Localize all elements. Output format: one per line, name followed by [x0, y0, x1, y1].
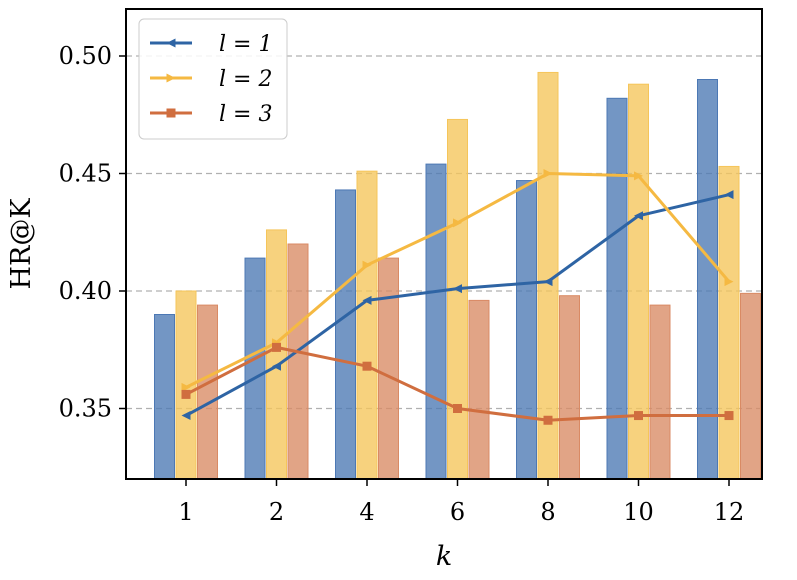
y-tick-label: 0.35 — [59, 395, 112, 423]
legend-label: l = 2 — [219, 67, 272, 92]
bar — [425, 163, 447, 480]
line-point — [362, 260, 372, 270]
line-point — [272, 342, 281, 352]
bar — [718, 165, 740, 480]
x-ticks: 1 2 4 6 8 10 12 — [178, 479, 744, 526]
y-axis-label: HR@K — [6, 198, 37, 290]
line-point — [272, 361, 281, 371]
legend-label: l = 1 — [219, 32, 272, 57]
x-axis-label: k — [436, 541, 452, 572]
bar — [244, 257, 266, 480]
line-point — [724, 190, 734, 200]
line-point — [166, 73, 176, 83]
legend: l = 1 l = 2 l = 3 — [138, 18, 288, 140]
bar — [378, 257, 399, 480]
line-point — [453, 218, 462, 228]
y-tick-label: 0.40 — [59, 277, 112, 305]
line-point — [724, 411, 734, 421]
bar — [266, 229, 287, 480]
line-point — [634, 171, 643, 181]
line-point — [362, 295, 372, 305]
line-point — [453, 404, 462, 413]
line-point — [543, 169, 553, 178]
plot-frame — [125, 8, 763, 480]
y-tick-label: 0.45 — [59, 160, 112, 188]
bar — [197, 304, 218, 480]
x-tick-label: 12 — [714, 498, 745, 526]
x-tick-label: 4 — [359, 498, 374, 526]
bar — [697, 79, 718, 480]
line-point — [543, 415, 553, 425]
bar — [740, 292, 761, 480]
bar — [287, 243, 309, 480]
bar — [559, 295, 580, 480]
line-point — [453, 284, 462, 294]
x-tick-label: 1 — [178, 498, 193, 526]
y-tick-label: 0.50 — [59, 42, 112, 70]
bar — [606, 97, 628, 480]
x-tick-label: 10 — [623, 498, 654, 526]
lines — [181, 169, 734, 425]
line-point — [166, 108, 176, 118]
line-point — [543, 277, 553, 287]
bar — [154, 314, 175, 480]
bar — [468, 299, 490, 480]
y-ticks: 0.35 0.40 0.45 0.50 — [59, 42, 126, 423]
line-point — [181, 382, 191, 392]
line-point — [634, 411, 643, 421]
bar — [516, 180, 537, 480]
bar — [335, 189, 356, 480]
bar — [447, 118, 468, 480]
line-point — [181, 389, 191, 399]
line-point — [166, 38, 176, 48]
line-point — [634, 211, 643, 221]
bar — [356, 170, 378, 480]
bar — [649, 304, 671, 480]
line-point — [181, 411, 191, 421]
x-tick-label: 6 — [450, 498, 465, 526]
bars — [154, 71, 761, 480]
x-tick-label: 2 — [269, 498, 284, 526]
line-point — [724, 277, 734, 287]
line-point — [362, 361, 372, 371]
legend-label: l = 3 — [219, 102, 272, 127]
x-tick-label: 8 — [540, 498, 555, 526]
legend-box — [138, 18, 288, 140]
